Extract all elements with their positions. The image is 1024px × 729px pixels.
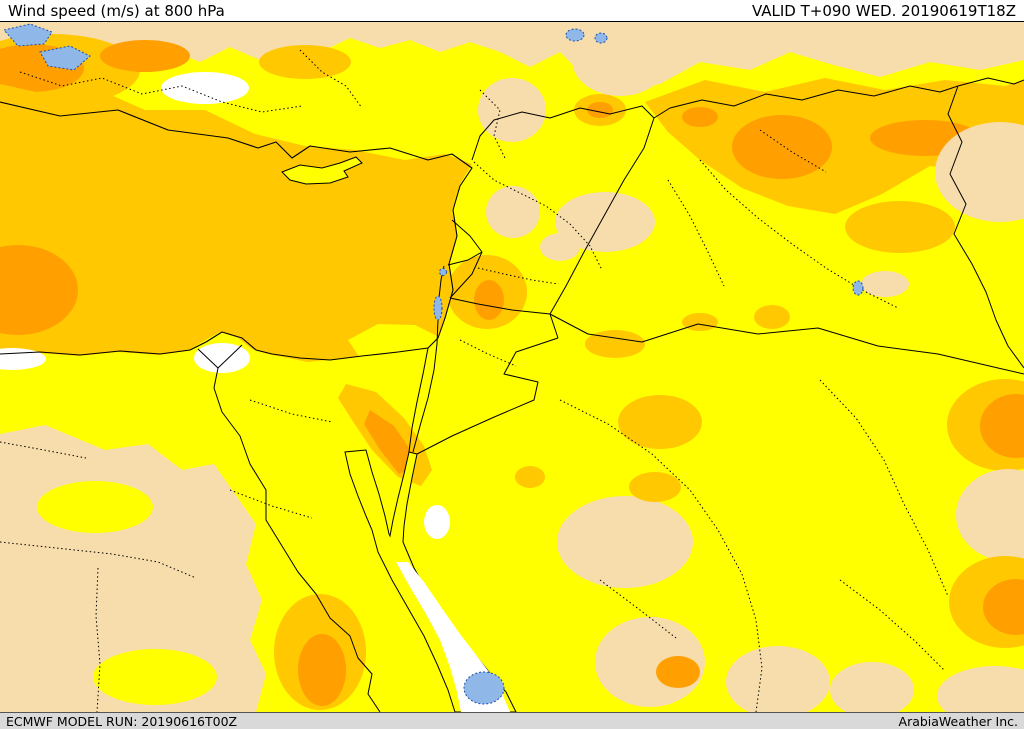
admin-borders-dotted (0, 49, 949, 712)
cyprus-island (281, 156, 363, 185)
nile-river (197, 344, 381, 712)
lake (565, 28, 585, 42)
contour-gold-region (259, 45, 351, 79)
contour-gold-region (515, 466, 545, 488)
contour-tan-region (540, 233, 580, 261)
contour-tan-region (557, 496, 693, 588)
admin-border (599, 579, 677, 639)
contour-gold-region (754, 305, 790, 329)
contour-tan-region (726, 646, 830, 712)
contour-orange-region (100, 40, 190, 72)
contour-orange-region (682, 107, 718, 127)
lake (852, 280, 864, 296)
contour-gold-region (629, 472, 681, 502)
contour-gold-region (682, 313, 718, 331)
contour-gold-region (845, 201, 955, 253)
country-border-iran (947, 85, 1024, 369)
contour-yellow-region (37, 481, 153, 533)
lake (3, 23, 53, 47)
map-header: Wind speed (m/s) at 800 hPa VALID T+090 … (0, 0, 1024, 22)
admin-border (0, 541, 197, 579)
country-border-turkey (471, 77, 1024, 161)
contour-tan-region (555, 192, 655, 252)
contour-orange-region (0, 245, 78, 335)
lake (39, 45, 91, 71)
contour-orange-region (364, 410, 413, 474)
provider-label: ArabiaWeather Inc. (898, 713, 1018, 729)
lake (594, 32, 608, 44)
admin-border (477, 267, 559, 285)
contour-tan-region (830, 662, 914, 712)
country-border-jordan-saudi (416, 337, 559, 455)
coastline (0, 101, 473, 361)
country-border-syria-iraq (549, 117, 655, 315)
contour-tan-region (861, 271, 909, 297)
country-border-syria-jordan (449, 297, 551, 315)
contour-gold-region (585, 330, 645, 358)
contour-orange-region (656, 656, 700, 688)
country-border-jordan-iraq (549, 313, 559, 339)
sea-of-galilee (439, 268, 447, 276)
admin-border (479, 89, 507, 161)
admin-border (759, 129, 827, 173)
page-title: Wind speed (m/s) at 800 hPa (8, 1, 225, 20)
contour-orange-region (587, 102, 613, 118)
model-run-label: ECMWF MODEL RUN: 20190616T00Z (6, 713, 238, 729)
weather-map-canvas (0, 22, 1024, 712)
contour-tan-region (937, 666, 1024, 712)
map-footer: ECMWF MODEL RUN: 20190616T00Z ArabiaWeat… (0, 712, 1024, 729)
red-sea-south-water (463, 671, 505, 705)
contour-fill-layer (0, 22, 1024, 712)
mediterranean-gold-band (0, 84, 472, 362)
country-borders (408, 77, 1024, 455)
contour-orange-region (298, 634, 346, 706)
contour-tan-region (0, 22, 1024, 92)
contour-white-region (161, 72, 249, 104)
contour-white-region (194, 343, 250, 373)
valid-time-label: VALID T+090 WED. 20190619T18Z (751, 1, 1016, 20)
map-area (0, 22, 1024, 712)
admin-border (667, 179, 725, 287)
contour-orange-region (983, 579, 1024, 635)
admin-border (839, 579, 945, 671)
dead-sea (433, 295, 443, 321)
contour-tan-region (956, 469, 1024, 561)
contour-tan-region (486, 186, 540, 238)
contour-gold-region (645, 78, 1024, 214)
contour-orange-region (474, 280, 504, 320)
contour-gold-region (618, 395, 702, 449)
country-border-israel-egypt (408, 347, 429, 453)
contour-orange-region (732, 115, 832, 179)
sea-layer (344, 449, 517, 712)
contour-orange-region (980, 394, 1024, 458)
contour-tan-region (478, 78, 546, 142)
country-border-lebanon (447, 219, 483, 299)
contour-tan-region (572, 24, 668, 96)
contour-yellow-region (93, 649, 217, 705)
contour-white-region (424, 505, 450, 539)
contour-yellow-region (348, 324, 441, 363)
water-layer (3, 23, 864, 321)
admin-border (473, 161, 603, 271)
admin-border (95, 567, 101, 712)
country-border-israel-jordan (412, 265, 445, 453)
country-border-iraq-saudi (549, 313, 1024, 375)
admin-border (19, 71, 303, 113)
contour-tan-region (935, 122, 1024, 222)
